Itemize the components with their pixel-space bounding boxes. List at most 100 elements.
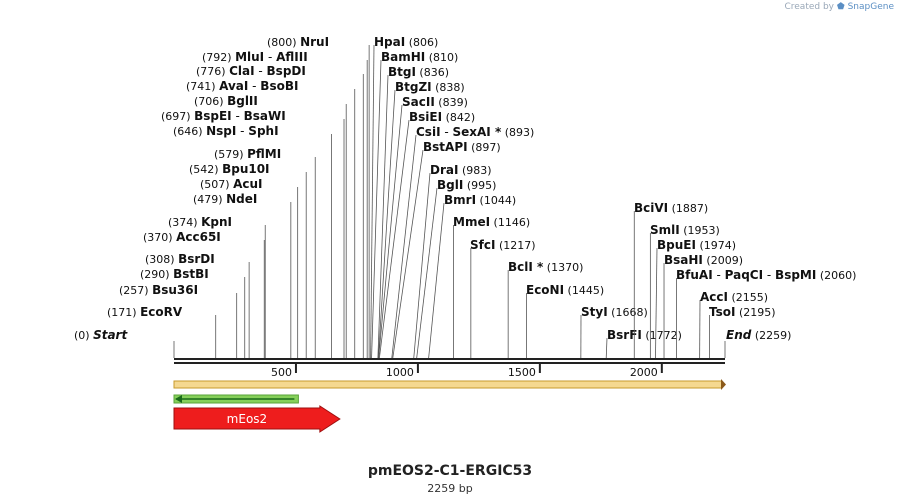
- site-label: CsiI - SexAI * (893): [416, 125, 534, 139]
- site-mlui-afliii: (792) MluI - AflIII: [202, 50, 368, 358]
- feature-meos2-label: mEos2: [227, 412, 268, 426]
- site-label: BamHI (810): [381, 50, 458, 64]
- site-bstapi: BstAPI (897): [392, 140, 501, 359]
- site-hpai: HpaI (806): [370, 35, 438, 359]
- site-label: (792) MluI - AflIII: [202, 50, 308, 64]
- plasmid-name: pmEOS2-C1-ERGIC53: [367, 463, 533, 479]
- site-label: BclI * (1370): [508, 260, 583, 274]
- site-label: SacII (839): [402, 95, 468, 109]
- site-leader-line: [370, 44, 375, 359]
- site-bpuei: BpuEI (1974): [655, 238, 736, 359]
- site-label: (646) NspI - SphI: [173, 124, 279, 138]
- site-label: BtgZI (838): [395, 80, 465, 94]
- site-label: (257) Bsu36I: [119, 283, 198, 297]
- site-label: BsrFI (1772): [607, 328, 682, 342]
- site-nrui: (800) NruI: [267, 35, 370, 358]
- site-label: (579) PflMI: [214, 147, 281, 161]
- site-label: EcoNI (1445): [526, 283, 604, 297]
- site-leader-line: [378, 104, 403, 359]
- site-label: (741) AvaI - BsoBI: [186, 79, 298, 93]
- site-label: BfuAI - PaqCI - BspMI (2060): [676, 268, 856, 282]
- site-label: (697) BspEI - BsaWI: [161, 109, 286, 123]
- site-label: BglI (995): [437, 178, 496, 192]
- site-nspi-sphi: (646) NspI - SphI: [173, 124, 332, 358]
- feature-full-length-arrowhead: [721, 379, 726, 390]
- site-label: SmlI (1953): [650, 223, 720, 237]
- site-bsrdi: (308) BsrDI: [145, 252, 250, 358]
- site-label: (706) BglII: [194, 94, 258, 108]
- credit-prefix: Created by: [784, 2, 835, 12]
- site-acci: AccI (2155): [699, 290, 768, 359]
- scale-tick-label: 500: [271, 366, 292, 379]
- credit-brand: SnapGene: [847, 2, 894, 12]
- feature-meos2-arrow: [173, 405, 341, 433]
- site-label: (374) KpnI: [168, 215, 232, 229]
- site-label: BsaHI (2009): [664, 253, 743, 267]
- site-bsiei: BsiEI (842): [378, 110, 475, 359]
- snapgene-logo-icon: ⬟: [836, 2, 845, 12]
- site-label: (370) Acc65I: [143, 230, 221, 244]
- site-clai-bspdi: (776) ClaI - BspDI: [196, 64, 364, 358]
- site-label: DraI (983): [430, 163, 492, 177]
- site-btgzi: BtgZI (838): [378, 80, 465, 359]
- site-bstbi: (290) BstBI: [140, 267, 246, 358]
- site-label: MmeI (1146): [453, 215, 530, 229]
- site-bfuai-paqci-bspmi: BfuAI - PaqCI - BspMI (2060): [676, 268, 856, 358]
- site-bmri: BmrI (1044): [428, 193, 516, 359]
- site-bgli: BglI (995): [416, 178, 496, 359]
- site-bcli: BclI * (1370): [507, 260, 583, 358]
- site-label: End (2259): [726, 328, 791, 342]
- site-leader-line: [378, 119, 410, 359]
- site-label: BstAPI (897): [423, 140, 501, 154]
- site-label: StyI (1668): [581, 305, 648, 319]
- site-acc65i: (370) Acc65I: [143, 230, 265, 358]
- site-label: HpaI (806): [374, 35, 438, 49]
- site-label: BsiEI (842): [409, 110, 475, 124]
- site-styi: StyI (1668): [580, 305, 648, 359]
- site-bpu10i: (542) Bpu10I: [189, 162, 307, 358]
- site-label: AccI (2155): [700, 290, 768, 304]
- site-label: BciVI (1887): [634, 201, 708, 215]
- site-bcivi: BciVI (1887): [633, 201, 708, 358]
- site-csii-sexai: CsiI - SexAI * (893): [391, 125, 534, 359]
- site-label: (800) NruI: [267, 35, 329, 49]
- site-label: (479) NdeI: [193, 192, 257, 206]
- site-leader-line: [605, 337, 608, 359]
- site-ndei: (479) NdeI: [193, 192, 292, 358]
- site-leader-line: [392, 149, 424, 359]
- site-end: End (2259): [724, 328, 791, 358]
- site-leader-line: [378, 89, 396, 359]
- site-leader-line: [413, 172, 431, 359]
- plasmid-length: 2259 bp: [427, 482, 473, 495]
- site-label: (308) BsrDI: [145, 252, 215, 266]
- site-pflmi: (579) PflMI: [214, 147, 316, 358]
- scale-tick-label: 1000: [386, 366, 414, 379]
- site-label: BmrI (1044): [444, 193, 516, 207]
- site-leader-line: [371, 59, 382, 359]
- site-sfci: SfcI (1217): [470, 238, 536, 358]
- site-ecorv: (171) EcoRV: [107, 305, 217, 358]
- site-bamhi: BamHI (810): [371, 50, 458, 359]
- site-label: SfcI (1217): [470, 238, 536, 252]
- feature-reverse-arrowhead: [175, 395, 182, 403]
- site-label: BtgI (836): [388, 65, 449, 79]
- site-label: (507) AcuI: [200, 177, 263, 191]
- site-kpni: (374) KpnI: [168, 215, 266, 358]
- site-bglii: (706) BglII: [194, 94, 347, 358]
- site-econi: EcoNI (1445): [526, 283, 604, 358]
- snapgene-credit: Created by ⬟ SnapGene: [784, 2, 894, 12]
- site-drai: DraI (983): [413, 163, 492, 359]
- site-bsrfi: BsrFI (1772): [605, 328, 682, 359]
- site-label: (290) BstBI: [140, 267, 209, 281]
- site-leader-line: [391, 134, 417, 359]
- site-leader-line: [428, 202, 445, 359]
- site-label: (171) EcoRV: [107, 305, 183, 319]
- site-bspei-bsawi: (697) BspEI - BsaWI: [161, 109, 345, 358]
- site-btgi: BtgI (836): [377, 65, 449, 359]
- site-label: TsoI (2195): [709, 305, 776, 319]
- site-acui: (507) AcuI: [200, 177, 299, 358]
- site-leader-line: [377, 74, 389, 359]
- scale-tick-label: 1500: [508, 366, 536, 379]
- feature-full-length-bar: [173, 380, 723, 389]
